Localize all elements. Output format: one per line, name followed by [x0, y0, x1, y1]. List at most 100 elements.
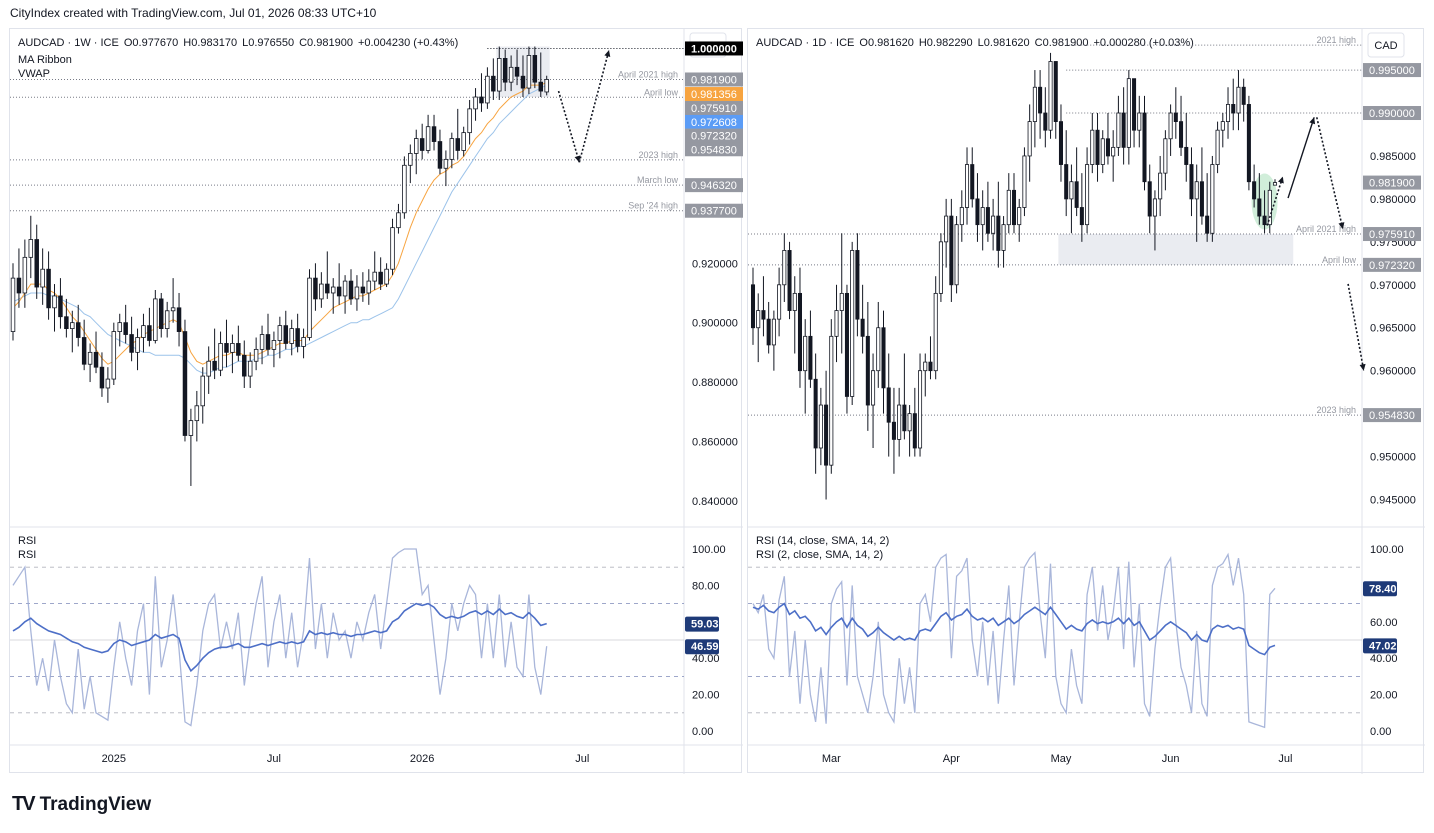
price-label-text: 0.981900 [691, 74, 737, 86]
candle-body [938, 241, 943, 294]
candle-body [325, 283, 330, 294]
level-label: March low [637, 175, 679, 185]
time-tick-label: Mar [822, 753, 841, 765]
weekly-chart-panel[interactable]: AUDCAD · 1W · ICE O0.977670 H0.983170 L0.97… [9, 28, 743, 774]
candle-body [336, 286, 342, 297]
candle-body [497, 58, 502, 92]
candle-body [437, 141, 443, 169]
candle-body [750, 284, 756, 329]
daily-chart-svg[interactable]: AUDCAD · 1D · ICE O0.981620 H0.982290 L0.98… [748, 29, 1425, 774]
candle-body [808, 335, 813, 380]
indicator-label: MA Ribbon [18, 54, 72, 66]
candle-body [1142, 112, 1147, 183]
candle-body [1048, 61, 1053, 131]
candle-body [473, 96, 478, 110]
price-label-box [685, 203, 743, 218]
candle-body [897, 404, 902, 440]
candle-body [283, 325, 289, 344]
weekly-chart-svg[interactable]: AUDCAD · 1W · ICE O0.977670 H0.983170 L0.97… [10, 29, 743, 774]
candle-body [271, 340, 277, 350]
price-label-box [1363, 227, 1421, 242]
rsi-tick-label: 40.00 [692, 653, 720, 665]
time-tick-label: Apr [943, 753, 960, 765]
candle-body [544, 79, 549, 93]
time-tick-label: Jul [267, 753, 281, 765]
candle-body [372, 271, 377, 282]
candle-body [200, 375, 205, 407]
price-label-text: 0.981900 [1369, 178, 1415, 190]
candle-body [259, 334, 265, 350]
level-label: April 2021 high [618, 69, 678, 79]
level-label: 2021 high [1316, 35, 1356, 45]
candle-body [865, 335, 870, 406]
projection-arrow [557, 90, 581, 163]
tradingview-logo-icon: TV [12, 793, 36, 815]
candle-body [1226, 104, 1231, 122]
candle-body [1252, 181, 1257, 200]
candle-body [980, 207, 985, 226]
candle-body [153, 298, 158, 341]
candle-body [34, 239, 39, 288]
price-label-text: 0.972320 [691, 131, 737, 143]
candle-body [1027, 121, 1032, 157]
candle-body [1205, 215, 1210, 234]
candle-body [1022, 155, 1027, 208]
candle-body [918, 370, 923, 449]
candle-body [402, 164, 407, 214]
candle-body [970, 164, 975, 200]
candle-body [860, 318, 865, 337]
price-label-box [1363, 257, 1421, 272]
candle-body [991, 215, 996, 234]
time-tick-label: May [1051, 753, 1072, 765]
candle-body [212, 360, 217, 371]
time-tick-label: Jul [575, 753, 589, 765]
daily-chart-panel[interactable]: AUDCAD · 1D · ICE O0.981620 H0.982290 L0.98… [747, 28, 1425, 774]
indicator-label: VWAP [18, 68, 50, 80]
candle-body [1147, 181, 1152, 217]
candle-body [1132, 78, 1137, 131]
candle-body [1241, 86, 1246, 105]
projection-arrow [1347, 283, 1365, 371]
candle-body [787, 250, 792, 311]
candle-body [455, 138, 460, 151]
candle-body [159, 298, 164, 329]
candle-body [99, 366, 105, 389]
candle-body [985, 207, 990, 234]
candle-body [1194, 181, 1199, 200]
price-label-text: 0.954830 [1369, 410, 1415, 422]
price-tick-label: 0.880000 [692, 377, 738, 389]
candle-body [176, 307, 182, 332]
price-tick-label: 0.945000 [1370, 495, 1416, 507]
price-label-box [685, 72, 743, 87]
ohlc-info-part: AUDCAD · 1W · ICE [18, 37, 119, 49]
candle-body [1163, 138, 1168, 174]
rsi-tick-label: 0.00 [1370, 726, 1391, 738]
rsi-label: RSI [18, 535, 36, 547]
ohlc-info-part: O0.981620 [859, 37, 913, 49]
candle-body [1199, 181, 1204, 217]
candle-body [771, 318, 776, 346]
candle-body [891, 421, 896, 440]
rsi-value-box [1363, 638, 1397, 654]
candle-body [390, 227, 395, 270]
candle-body [923, 361, 928, 372]
candle-body [230, 343, 235, 353]
candle-body [1236, 86, 1241, 114]
candle-body [1032, 86, 1037, 122]
candle-body [75, 322, 81, 338]
candle-body [236, 343, 241, 356]
candle-body [829, 335, 834, 466]
candle-body [479, 96, 484, 104]
candle-body [1085, 164, 1090, 226]
rsi-value-text: 59.03 [691, 619, 719, 631]
candle-body [1262, 215, 1267, 226]
price-label-box [685, 114, 743, 129]
candle-body [419, 138, 425, 151]
candle-body [10, 277, 16, 332]
rsi-value-box [685, 639, 719, 655]
tradingview-logo[interactable]: TV TradingView [12, 793, 151, 816]
ohlc-info: AUDCAD · 1D · ICE O0.981620 H0.982290 L0.98… [756, 37, 1194, 49]
candle-body [307, 277, 312, 338]
candle-body [366, 280, 372, 294]
candle-body [1168, 112, 1173, 140]
